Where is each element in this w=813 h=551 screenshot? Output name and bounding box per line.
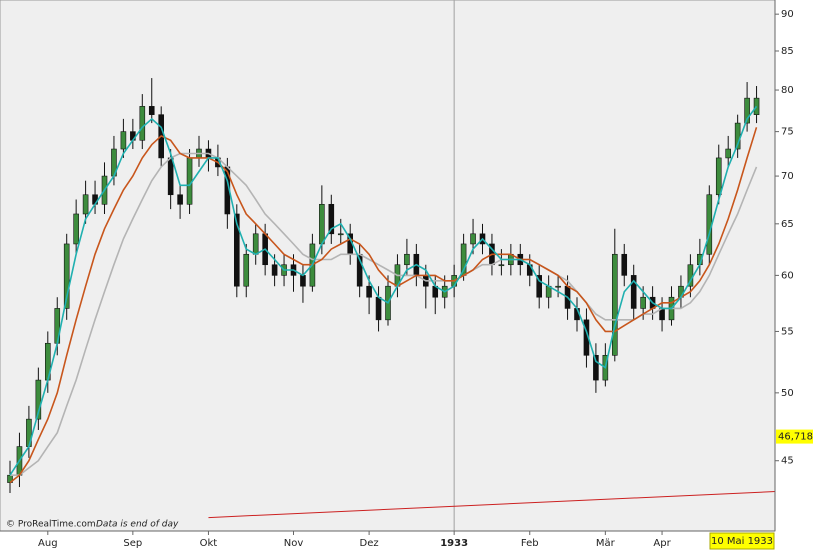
y-tick-label: 70 [781,171,794,182]
candle-body [744,97,750,124]
ma-line [9,105,758,476]
candle-body [243,253,250,287]
y-tick-label: 75 [781,127,794,138]
candle-body [35,379,42,420]
candle-body [82,194,89,215]
candle-body [715,157,722,196]
y-tick-label: 90 [781,9,794,20]
x-tick-label: Okt [200,538,218,549]
candle-body [319,203,325,245]
candle-body [73,213,79,245]
x-tick-label: Mär [596,538,616,549]
candle-body [148,106,155,115]
footer-source: © ProRealTime.com [6,520,96,530]
candle-body [753,97,760,115]
candle-body [621,253,628,276]
candle-body [375,296,382,321]
candle-body [555,285,561,288]
y-tick-label: 85 [781,46,794,57]
date-box [709,532,775,550]
x-tick-label: Apr [653,538,671,549]
y-tick-label: 65 [781,219,794,230]
x-tick-label: Dez [360,538,379,549]
plot-layer [7,0,776,531]
y-tick-label: 55 [781,326,794,337]
x-tick-label: Aug [38,538,58,549]
y-tick-label: 45 [781,456,794,467]
candle-body [186,157,193,205]
candle-body [611,253,618,356]
trend-line [208,491,776,519]
x-tick-label: 1933 [440,538,468,549]
ma-line [10,152,758,476]
candle-body [640,296,646,309]
y-tick-label: 50 [781,388,794,399]
last-value-box [776,429,813,444]
last-value-label: 46,7184 [778,432,813,443]
x-tick-label: Sep [123,538,142,549]
candle-body [271,264,278,276]
candle-body [234,213,240,287]
y-tick-label: 60 [781,270,794,281]
candle-body [725,148,732,159]
candle-body [536,275,543,298]
candle-body [498,264,505,267]
candle-body [120,131,127,150]
candle-body [366,285,372,298]
candle-body [593,355,599,381]
ma-line [9,127,758,484]
candle-body [337,233,344,236]
candle-body [404,253,410,266]
candle-body [167,157,174,196]
candle-body [252,233,259,255]
candle-body [139,106,146,141]
x-tick-label: Nov [284,538,304,549]
candle-body [177,194,183,205]
candle-body [328,203,335,235]
candle-body [470,233,476,245]
footer-note: Data is end of day [96,520,179,530]
candle-body [300,275,306,287]
candle-body [63,243,70,309]
y-tick-label: 80 [781,85,794,96]
plot-area [0,0,776,532]
x-tick-label: Feb [521,538,539,549]
candle-body [630,275,637,309]
date-label: 10 Mai 1933 [711,536,773,547]
